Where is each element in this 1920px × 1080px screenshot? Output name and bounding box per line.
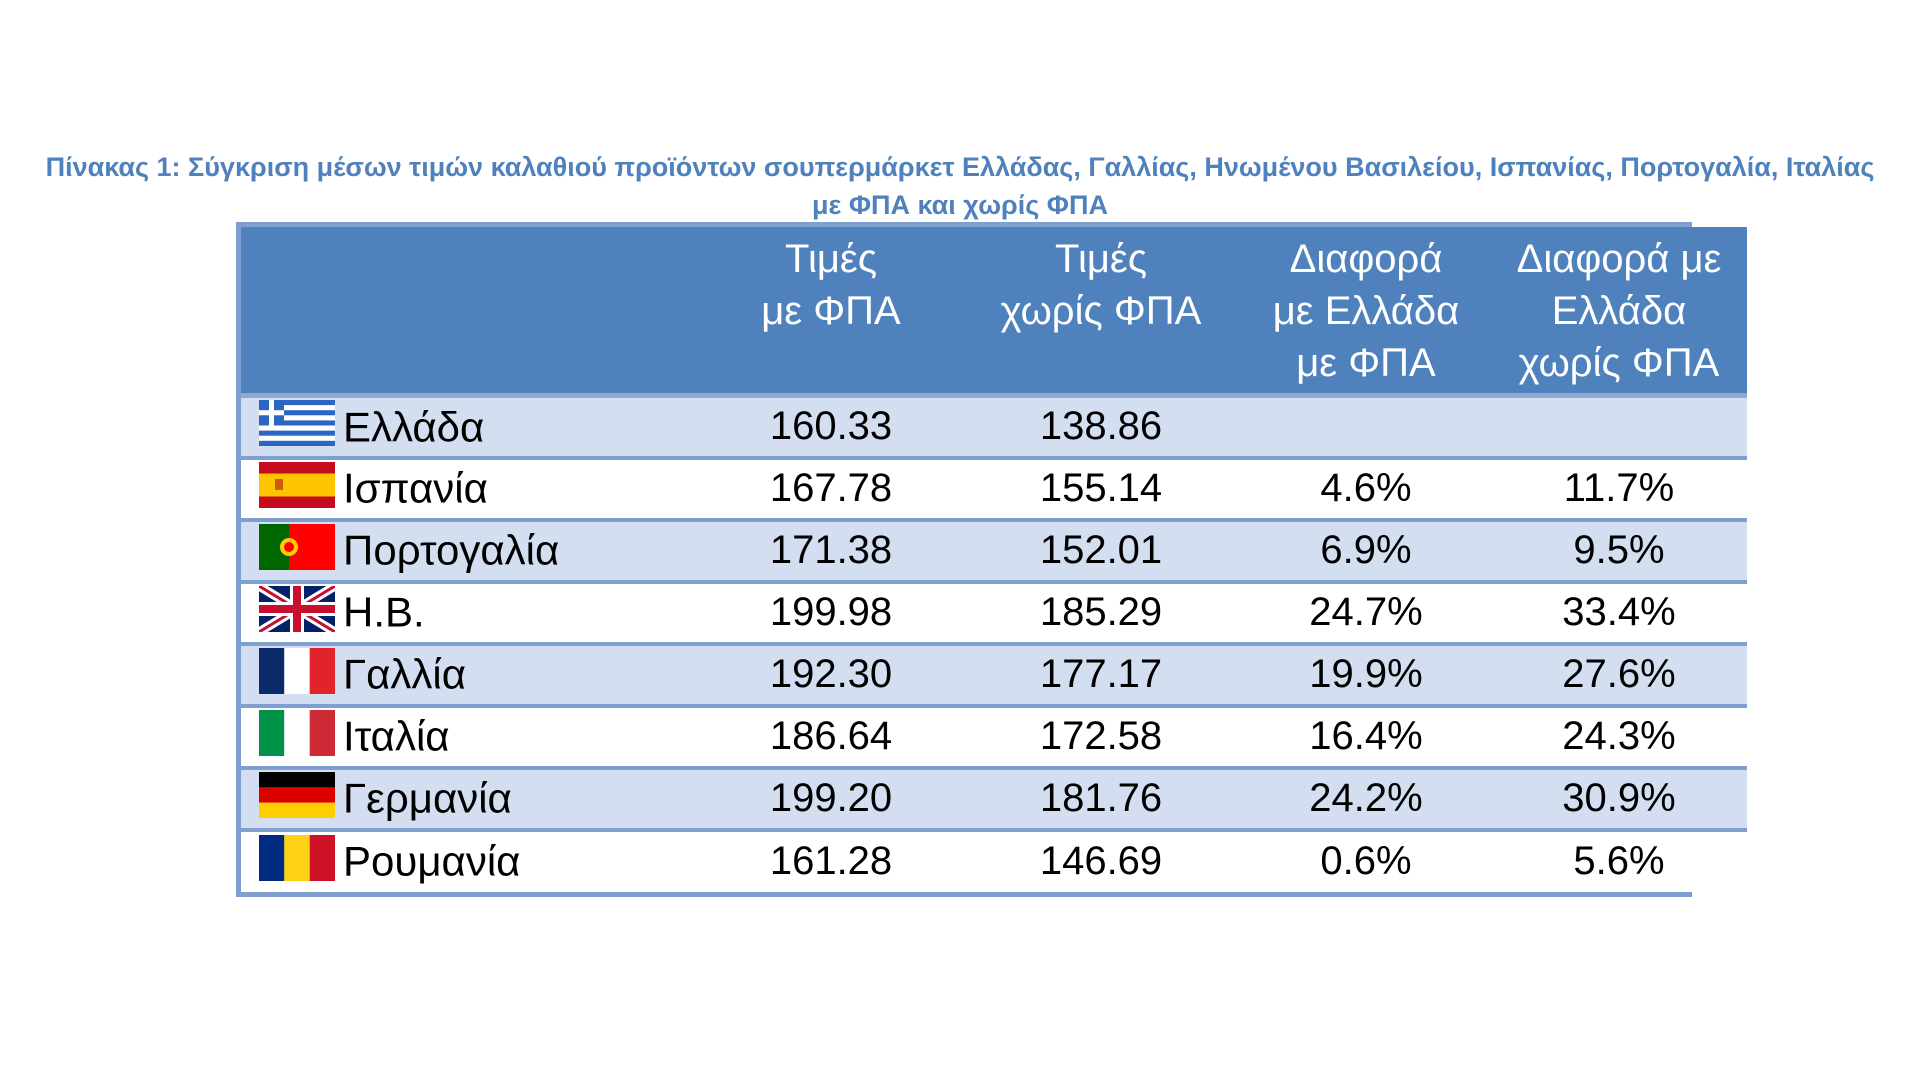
diff-novat-cell: 24.3% [1491, 703, 1747, 768]
caption-line-2: με ΦΠΑ και χωρίς ΦΠΑ [812, 190, 1108, 220]
price-novat-cell: 181.76 [961, 765, 1241, 830]
diff-vat-cell: 19.9% [1241, 641, 1491, 706]
header-row: Τιμές με ΦΠΑ Τιμές χωρίς ΦΠΑ Διαφορά με … [241, 227, 1747, 398]
country-name: Γαλλία [343, 650, 467, 698]
price-novat-cell: 146.69 [961, 827, 1241, 892]
spain-flag-icon [259, 461, 335, 508]
price-vat-cell: 171.38 [701, 517, 961, 582]
country-name: Η.Β. [343, 588, 425, 636]
country-cell: Η.Β. [241, 579, 701, 644]
uk-flag-icon [259, 585, 335, 632]
price-novat-cell: 152.01 [961, 517, 1241, 582]
price-vat-cell: 160.33 [701, 393, 961, 458]
table-row: Η.Β. 199.98 185.29 24.7% 33.4% [241, 579, 1747, 644]
header-line: Ελλάδα [1551, 289, 1687, 333]
country-name: Ιταλία [343, 712, 450, 760]
header-price-vat: Τιμές με ΦΠΑ [701, 227, 961, 398]
table-row: Γαλλία 192.30 177.17 19.9% 27.6% [241, 641, 1747, 706]
romania-flag-icon [259, 834, 335, 881]
italy-flag-icon [259, 709, 335, 756]
table-row: Ρουμανία 161.28 146.69 0.6% 5.6% [241, 827, 1747, 892]
diff-novat-cell: 33.4% [1491, 579, 1747, 644]
diff-vat-cell: 24.2% [1241, 765, 1491, 830]
header-price-novat: Τιμές χωρίς ΦΠΑ [961, 227, 1241, 398]
header-line: Τιμές [1055, 237, 1147, 281]
header-line: χωρίς ΦΠΑ [1518, 341, 1720, 385]
price-novat-cell: 172.58 [961, 703, 1241, 768]
price-vat-cell: 186.64 [701, 703, 961, 768]
price-vat-cell: 192.30 [701, 641, 961, 706]
country-cell: Γερμανία [241, 765, 701, 830]
price-novat-cell: 185.29 [961, 579, 1241, 644]
price-vat-cell: 167.78 [701, 455, 961, 520]
country-cell: Πορτογαλία [241, 517, 701, 582]
table-row: Ελλάδα 160.33 138.86 [241, 393, 1747, 458]
country-cell: Ισπανία [241, 455, 701, 520]
greece-flag-icon [259, 399, 335, 446]
header-line: με ΦΠΑ [1296, 341, 1436, 385]
country-name: Ισπανία [343, 464, 488, 512]
diff-vat-cell [1241, 393, 1491, 458]
country-cell: Ελλάδα [241, 393, 701, 458]
header-line: Διαφορά [1289, 237, 1443, 281]
diff-vat-cell: 4.6% [1241, 455, 1491, 520]
table-caption: Πίνακας 1: Σύγκριση μέσων τιμών καλαθιού… [20, 148, 1900, 224]
diff-vat-cell: 16.4% [1241, 703, 1491, 768]
header-diff-novat: Διαφορά με Ελλάδα χωρίς ΦΠΑ [1491, 227, 1747, 398]
diff-novat-cell: 30.9% [1491, 765, 1747, 830]
diff-novat-cell: 5.6% [1491, 827, 1747, 892]
country-cell: Ιταλία [241, 703, 701, 768]
country-name: Γερμανία [343, 774, 512, 822]
price-vat-cell: 199.20 [701, 765, 961, 830]
table-row: Γερμανία 199.20 181.76 24.2% 30.9% [241, 765, 1747, 830]
diff-novat-cell [1491, 393, 1747, 458]
header-line: Τιμές [785, 237, 877, 281]
diff-novat-cell: 27.6% [1491, 641, 1747, 706]
header-diff-vat: Διαφορά με Ελλάδα με ΦΠΑ [1241, 227, 1491, 398]
table-row: Ιταλία 186.64 172.58 16.4% 24.3% [241, 703, 1747, 768]
portugal-flag-icon [259, 523, 335, 570]
header-line: με ΦΠΑ [761, 289, 901, 333]
country-name: Ελλάδα [343, 402, 485, 450]
country-name: Πορτογαλία [343, 526, 560, 574]
price-novat-cell: 177.17 [961, 641, 1241, 706]
header-line: με Ελλάδα [1272, 289, 1460, 333]
price-vat-cell: 161.28 [701, 827, 961, 892]
price-vat-cell: 199.98 [701, 579, 961, 644]
diff-novat-cell: 9.5% [1491, 517, 1747, 582]
header-country [241, 227, 701, 398]
diff-vat-cell: 0.6% [1241, 827, 1491, 892]
header-line: Διαφορά με [1516, 237, 1722, 281]
table-row: Ισπανία 167.78 155.14 4.6% 11.7% [241, 455, 1747, 520]
caption-line-1: Πίνακας 1: Σύγκριση μέσων τιμών καλαθιού… [45, 152, 1875, 182]
country-cell: Γαλλία [241, 641, 701, 706]
price-novat-cell: 138.86 [961, 393, 1241, 458]
diff-vat-cell: 6.9% [1241, 517, 1491, 582]
diff-vat-cell: 24.7% [1241, 579, 1491, 644]
price-novat-cell: 155.14 [961, 455, 1241, 520]
country-name: Ρουμανία [343, 837, 521, 885]
header-line: χωρίς ΦΠΑ [1000, 289, 1202, 333]
country-cell: Ρουμανία [241, 827, 701, 892]
price-comparison-table: Τιμές με ΦΠΑ Τιμές χωρίς ΦΠΑ Διαφορά με … [236, 222, 1747, 897]
diff-novat-cell: 11.7% [1491, 455, 1747, 520]
france-flag-icon [259, 647, 335, 694]
table-row: Πορτογαλία 171.38 152.01 6.9% 9.5% [241, 517, 1747, 582]
germany-flag-icon [259, 771, 335, 818]
